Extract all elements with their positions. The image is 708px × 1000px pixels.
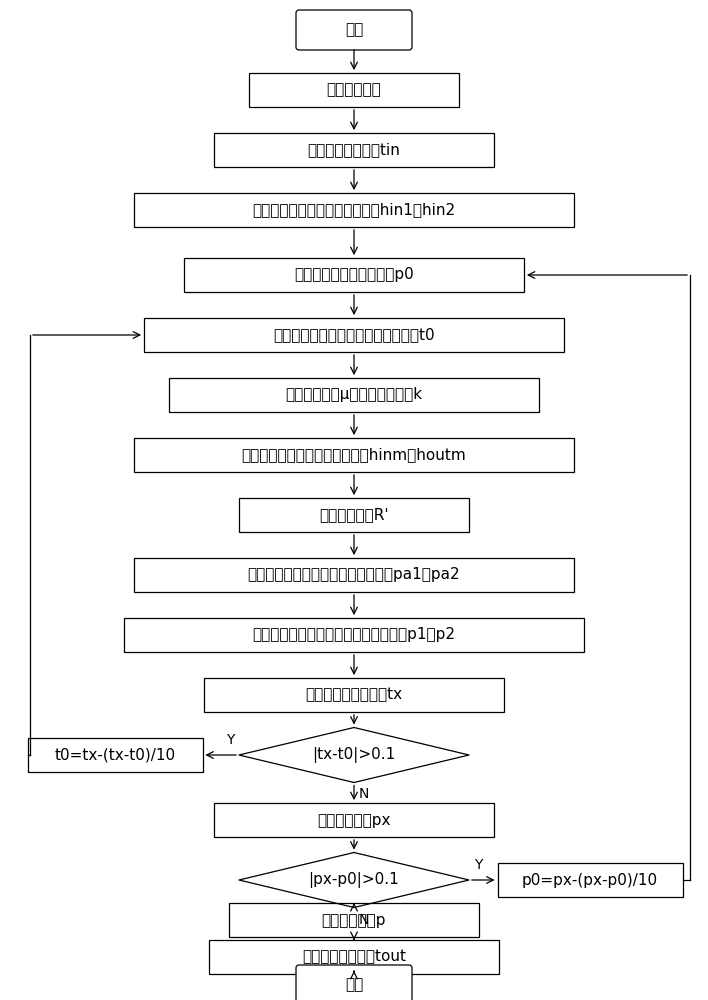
Text: 计算轧制弹性区入口和出口的轧制力pa1、pa2: 计算轧制弹性区入口和出口的轧制力pa1、pa2 [248,568,460,582]
FancyBboxPatch shape [134,193,574,227]
Text: 得到带钢出口温度tout: 得到带钢出口温度tout [302,950,406,964]
Text: 计算摩擦系数μ、动态变形抗力k: 计算摩擦系数μ、动态变形抗力k [285,387,423,402]
Text: 计算压扁半径R': 计算压扁半径R' [319,508,389,522]
Text: t0=tx-(tx-t0)/10: t0=tx-(tx-t0)/10 [55,748,176,762]
Text: 设定轧制区出入口温差迭代的初始值t0: 设定轧制区出入口温差迭代的初始值t0 [273,328,435,342]
FancyBboxPatch shape [249,73,459,107]
Text: p0=px-(px-p0)/10: p0=px-(px-p0)/10 [522,872,658,888]
FancyBboxPatch shape [134,438,574,472]
Text: N: N [359,912,370,926]
FancyBboxPatch shape [209,940,499,974]
Text: 设定轧制力迭代的初始值p0: 设定轧制力迭代的初始值p0 [294,267,414,282]
FancyBboxPatch shape [214,803,494,837]
FancyBboxPatch shape [204,678,504,712]
FancyBboxPatch shape [498,863,683,897]
FancyBboxPatch shape [144,318,564,352]
FancyBboxPatch shape [229,903,479,937]
Text: 计算轧制入口温度tin: 计算轧制入口温度tin [307,142,401,157]
Text: 计算总轧制力px: 计算总轧制力px [317,812,391,828]
Text: 结束: 结束 [345,978,363,992]
FancyBboxPatch shape [134,558,574,592]
Text: Y: Y [474,858,482,872]
FancyBboxPatch shape [239,498,469,532]
Text: Y: Y [226,733,234,747]
Text: 得到总轧制力p: 得到总轧制力p [321,912,387,928]
Text: |tx-t0|>0.1: |tx-t0|>0.1 [312,747,396,763]
FancyBboxPatch shape [296,10,412,50]
FancyBboxPatch shape [296,965,412,1000]
Text: 计算轧制塑性前滑区和后滑区的轧制力p1、p2: 计算轧制塑性前滑区和后滑区的轧制力p1、p2 [253,628,455,643]
Text: 开始: 开始 [345,22,363,37]
FancyBboxPatch shape [169,378,539,412]
Text: 计算轧制塑形区入口和出口厚度hinm、houtm: 计算轧制塑形区入口和出口厚度hinm、houtm [241,448,467,462]
Text: |px-p0|>0.1: |px-p0|>0.1 [309,872,399,888]
Text: 计算轧制弹性区入口和出口厚度hin1、hin2: 计算轧制弹性区入口和出口厚度hin1、hin2 [253,202,455,218]
Text: N: N [359,788,370,802]
FancyBboxPatch shape [28,738,202,772]
Text: 读入输入数据: 读入输入数据 [326,83,382,98]
FancyBboxPatch shape [214,133,494,167]
Text: 计算轧制温度变化量tx: 计算轧制温度变化量tx [305,688,403,702]
FancyBboxPatch shape [124,618,584,652]
FancyBboxPatch shape [184,258,524,292]
